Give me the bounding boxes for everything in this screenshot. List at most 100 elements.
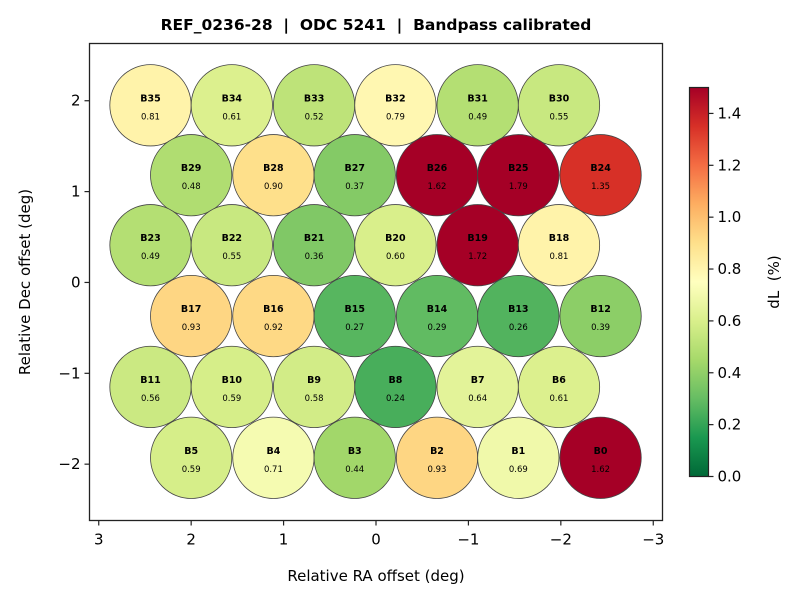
beam-name-label: B25 (508, 163, 528, 174)
beam-circle (517, 204, 601, 287)
beam-value-label: 0.59 (182, 465, 201, 475)
x-tick-label: 1 (279, 531, 289, 549)
beam-b10: B10 0.59 (190, 345, 273, 429)
beam-circle (273, 204, 356, 287)
x-tick-label: 3 (94, 531, 104, 549)
beam-circle (559, 275, 642, 358)
beam-b6: B6 0.61 (517, 345, 601, 429)
beam-b9: B9 0.58 (273, 345, 356, 429)
beam-circle (150, 134, 233, 217)
beam-b25: B25 1.79 (477, 134, 560, 217)
beam-circle (232, 134, 315, 217)
y-tick-label: −2 (58, 455, 80, 473)
beam-name-label: B15 (345, 304, 365, 315)
beam-name-label: B23 (140, 233, 160, 244)
beam-circle (477, 275, 560, 358)
beam-name-label: B28 (263, 163, 284, 174)
beam-b12: B12 0.39 (559, 275, 642, 358)
beam-value-label: 0.81 (550, 252, 569, 262)
beam-circle (273, 345, 356, 429)
colorbar-tick-label: 0.0 (718, 468, 742, 486)
beam-b18: B18 0.81 (517, 204, 601, 287)
beam-value-label: 0.49 (141, 252, 160, 262)
beam-name-label: B19 (467, 233, 487, 244)
beam-value-label: 0.56 (141, 394, 160, 404)
beam-name-label: B10 (222, 375, 243, 386)
beam-name-label: B13 (508, 304, 528, 315)
beam-circle (313, 275, 396, 358)
beam-circle (436, 204, 519, 287)
beam-b32: B32 0.79 (354, 64, 437, 147)
beam-name-label: B17 (181, 304, 201, 315)
beam-b4: B4 0.71 (232, 416, 315, 499)
beam-value-label: 0.92 (264, 323, 283, 333)
y-tick-label: 1 (71, 183, 81, 201)
beam-circle (313, 134, 396, 217)
beam-circle (517, 345, 601, 429)
beam-value-label: 1.62 (428, 182, 447, 192)
beam-b31: B31 0.49 (436, 64, 519, 147)
beam-name-label: B16 (263, 304, 284, 315)
beam-circle (354, 345, 437, 429)
beam-circle (517, 64, 601, 147)
colorbar-tick-label: 1.2 (718, 156, 742, 174)
beam-name-label: B0 (594, 446, 608, 457)
beam-circle (559, 416, 642, 499)
beam-value-label: 0.79 (386, 112, 405, 122)
beam-circle (109, 345, 192, 429)
beam-name-label: B21 (304, 233, 324, 244)
beam-value-label: 0.59 (222, 394, 241, 404)
beam-value-label: 0.24 (386, 394, 405, 404)
beam-value-label: 0.71 (264, 465, 283, 475)
colorbar-tick-label: 0.2 (718, 416, 742, 434)
beam-name-label: B6 (552, 375, 566, 386)
beam-name-label: B18 (549, 233, 570, 244)
beam-b26: B26 1.62 (395, 134, 479, 217)
beam-b0: B0 1.62 (559, 416, 642, 499)
beam-circle (436, 64, 519, 147)
x-tick-label: 0 (371, 531, 381, 549)
beam-b23: B23 0.49 (109, 204, 192, 287)
beam-circle (150, 275, 233, 358)
beam-name-label: B26 (427, 163, 448, 174)
beam-b28: B28 0.90 (232, 134, 315, 217)
beam-name-label: B31 (467, 93, 487, 104)
y-axis: 2 1 0 −1 −2 (58, 92, 90, 473)
beam-value-label: 0.55 (550, 112, 569, 122)
beam-name-label: B35 (140, 93, 160, 104)
beam-b35: B35 0.81 (109, 64, 192, 147)
x-tick-label: −1 (457, 531, 479, 549)
beam-circle (354, 64, 437, 147)
beam-name-label: B7 (471, 375, 485, 386)
beam-name-label: B11 (140, 375, 160, 386)
beam-circle (150, 416, 233, 499)
beam-value-label: 0.93 (182, 323, 201, 333)
beam-value-label: 0.61 (550, 394, 569, 404)
beam-value-label: 0.37 (345, 182, 364, 192)
beam-circle (559, 134, 642, 217)
beam-circle (354, 204, 437, 287)
beam-circle (477, 416, 560, 499)
beam-circle (232, 275, 315, 358)
beam-name-label: B14 (427, 304, 448, 315)
y-tick-label: −1 (58, 364, 80, 382)
beam-b33: B33 0.52 (273, 64, 356, 147)
beam-circle (190, 204, 273, 287)
beam-b13: B13 0.26 (477, 275, 560, 358)
beam-b3: B3 0.44 (313, 416, 396, 499)
beam-b20: B20 0.60 (354, 204, 437, 287)
beam-value-label: 0.48 (182, 182, 201, 192)
beam-circle (313, 416, 396, 499)
beam-value-label: 0.49 (468, 112, 487, 122)
beam-value-label: 0.55 (222, 252, 241, 262)
beam-value-label: 0.39 (591, 323, 610, 333)
beam-value-label: 0.36 (305, 252, 324, 262)
colorbar-tick-label: 1.4 (718, 104, 742, 122)
beam-value-label: 1.62 (591, 465, 610, 475)
beam-value-label: 0.58 (305, 394, 324, 404)
beam-circle (190, 64, 273, 147)
beam-value-label: 0.61 (222, 112, 241, 122)
beam-value-label: 0.90 (264, 182, 283, 192)
beam-value-label: 0.44 (345, 465, 364, 475)
